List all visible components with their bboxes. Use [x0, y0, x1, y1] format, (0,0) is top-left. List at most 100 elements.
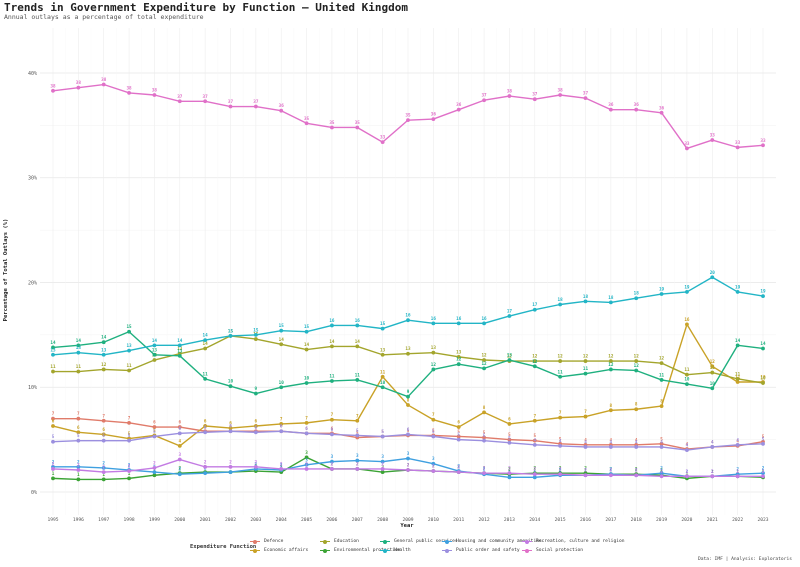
data-label: 5	[559, 436, 562, 442]
data-label: 13	[177, 348, 183, 354]
data-label: 1	[686, 471, 689, 477]
data-point	[279, 108, 284, 113]
data-label: 2	[178, 466, 181, 472]
data-label: 6	[229, 424, 232, 430]
data-point	[710, 364, 715, 369]
data-point	[456, 107, 461, 112]
data-point	[152, 466, 157, 470]
data-point	[456, 437, 461, 442]
data-point	[482, 471, 486, 476]
data-label: 38	[507, 89, 513, 95]
data-label: 2	[178, 467, 181, 473]
x-tick-label: 2001	[200, 517, 211, 523]
data-point	[507, 358, 512, 362]
data-label: 35	[355, 120, 361, 126]
data-point	[101, 367, 106, 372]
data-label: 2	[457, 465, 460, 471]
data-point	[735, 145, 740, 150]
data-label: 6	[153, 420, 156, 426]
data-label: 10	[760, 375, 766, 381]
data-label: 2	[559, 468, 562, 474]
data-label: 2	[610, 467, 613, 473]
data-label: 6	[280, 424, 283, 430]
data-label: 33	[380, 135, 386, 141]
data-point	[507, 471, 512, 476]
data-label: 17	[507, 309, 513, 315]
data-label: 7	[77, 411, 80, 417]
data-point	[253, 430, 258, 435]
data-label: 12	[507, 354, 513, 360]
data-point	[101, 340, 106, 345]
data-label: 11	[76, 364, 82, 370]
data-label: 2	[584, 466, 587, 472]
data-label: 37	[253, 99, 259, 105]
data-point	[634, 407, 639, 412]
data-point	[406, 403, 410, 407]
data-point	[380, 467, 385, 471]
data-label: 5	[483, 430, 486, 436]
data-point	[279, 429, 284, 434]
data-point	[203, 464, 208, 469]
legend-item: Environmental protection	[320, 548, 400, 553]
data-label: 15	[228, 328, 234, 334]
data-point	[608, 359, 613, 363]
x-tick-label: 2013	[504, 517, 515, 523]
data-point	[203, 424, 208, 428]
data-label: 3	[178, 452, 181, 458]
data-point	[51, 369, 55, 374]
data-label: 3	[381, 454, 384, 460]
data-point	[152, 425, 157, 429]
data-label: 13	[50, 347, 56, 353]
x-tick-label: 2007	[352, 517, 363, 523]
data-point	[659, 378, 664, 382]
chart-title: Trends in Government Expenditure by Func…	[4, 1, 408, 14]
data-label: 13	[507, 353, 513, 359]
data-label: 2	[508, 466, 511, 472]
data-point	[228, 104, 233, 109]
data-point	[482, 321, 486, 326]
data-label: 7	[584, 409, 587, 415]
data-label: 14	[76, 338, 82, 344]
data-label: 33	[710, 133, 716, 139]
data-label: 37	[532, 92, 538, 98]
grid	[40, 28, 776, 515]
data-point	[228, 426, 233, 431]
data-label: 33	[760, 138, 766, 144]
data-label: 19	[760, 289, 766, 295]
data-point	[532, 442, 537, 447]
data-label: 36	[279, 103, 285, 109]
data-label: 33	[684, 141, 690, 147]
data-label: 2	[77, 459, 80, 465]
data-point	[558, 302, 563, 307]
data-point	[51, 424, 55, 428]
x-tick-label: 2010	[428, 517, 439, 523]
x-tick-label: 2012	[479, 517, 490, 523]
legend-key	[320, 548, 330, 553]
data-point	[152, 434, 157, 439]
data-point	[253, 391, 258, 396]
data-label: 16	[405, 313, 411, 319]
data-point	[51, 345, 55, 350]
data-point	[127, 329, 131, 334]
data-label: 5	[762, 434, 765, 440]
data-point	[608, 107, 613, 112]
data-label: 13	[380, 347, 386, 353]
x-tick-label: 1999	[149, 517, 160, 523]
data-label: 12	[532, 354, 538, 360]
data-label: 5	[432, 428, 435, 434]
data-point	[101, 82, 106, 87]
data-label: 7	[102, 413, 105, 419]
data-point	[279, 342, 284, 347]
data-label: 16	[431, 316, 437, 322]
data-point	[685, 146, 689, 151]
data-label: 10	[760, 376, 766, 382]
data-point	[127, 476, 131, 481]
x-tick-label: 2021	[707, 517, 718, 523]
data-point	[659, 471, 664, 476]
data-label: 2	[407, 463, 410, 469]
data-label: 12	[710, 359, 716, 365]
legend-key	[442, 539, 452, 544]
data-point	[228, 470, 233, 474]
data-label: 2	[660, 469, 663, 475]
data-point	[406, 432, 410, 437]
